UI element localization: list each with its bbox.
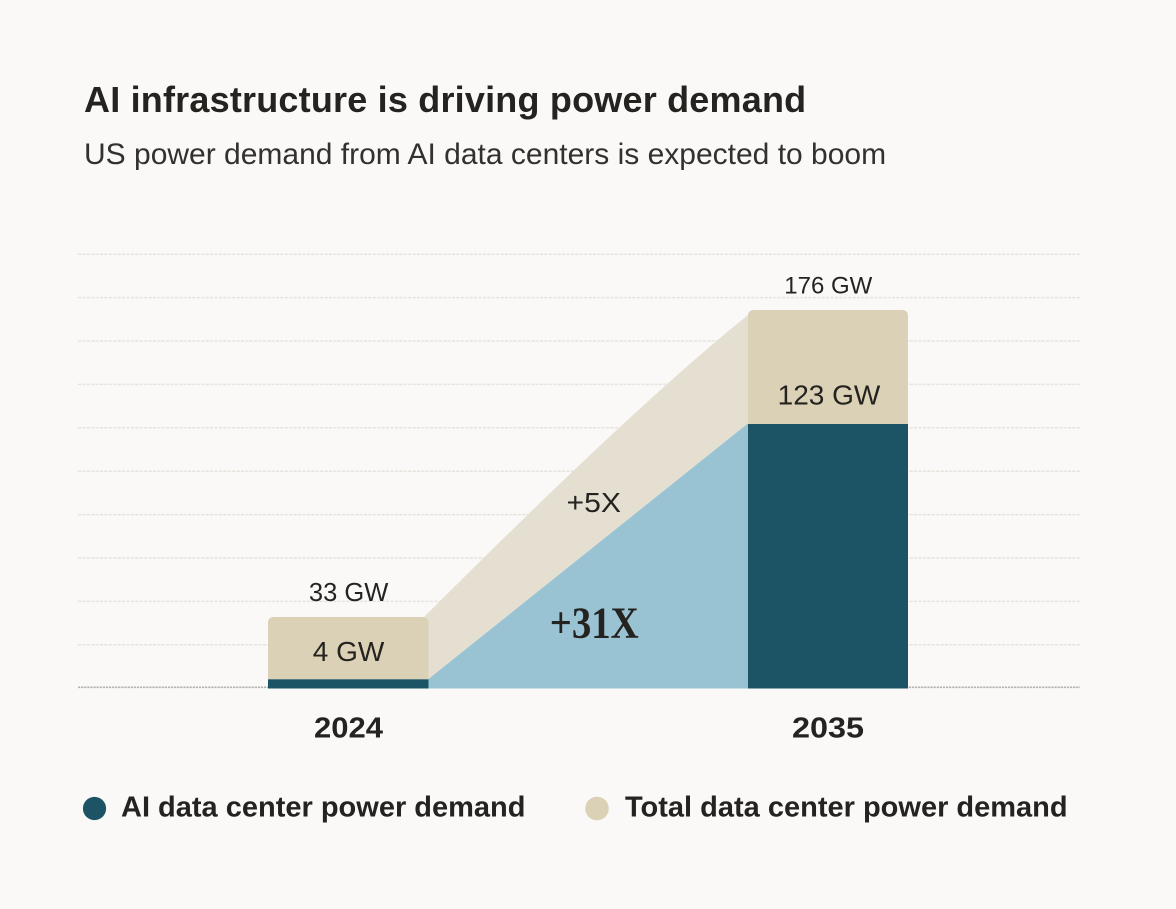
svg-text:2035: 2035 <box>792 713 864 745</box>
svg-text:176 GW: 176 GW <box>784 272 872 299</box>
svg-text:+5X: +5X <box>567 487 622 518</box>
svg-text:123 GW: 123 GW <box>778 380 881 411</box>
svg-text:US power demand from AI data c: US power demand from AI data centers is … <box>84 138 886 171</box>
svg-text:AI infrastructure is driving p: AI infrastructure is driving power deman… <box>84 79 806 120</box>
svg-text:Total data center power demand: Total data center power demand <box>625 792 1068 824</box>
svg-text:+31X: +31X <box>550 599 639 648</box>
svg-text:2024: 2024 <box>314 713 383 745</box>
svg-text:AI data center power demand: AI data center power demand <box>121 792 526 824</box>
svg-text:33 GW: 33 GW <box>309 579 388 607</box>
svg-text:4 GW: 4 GW <box>313 636 385 667</box>
